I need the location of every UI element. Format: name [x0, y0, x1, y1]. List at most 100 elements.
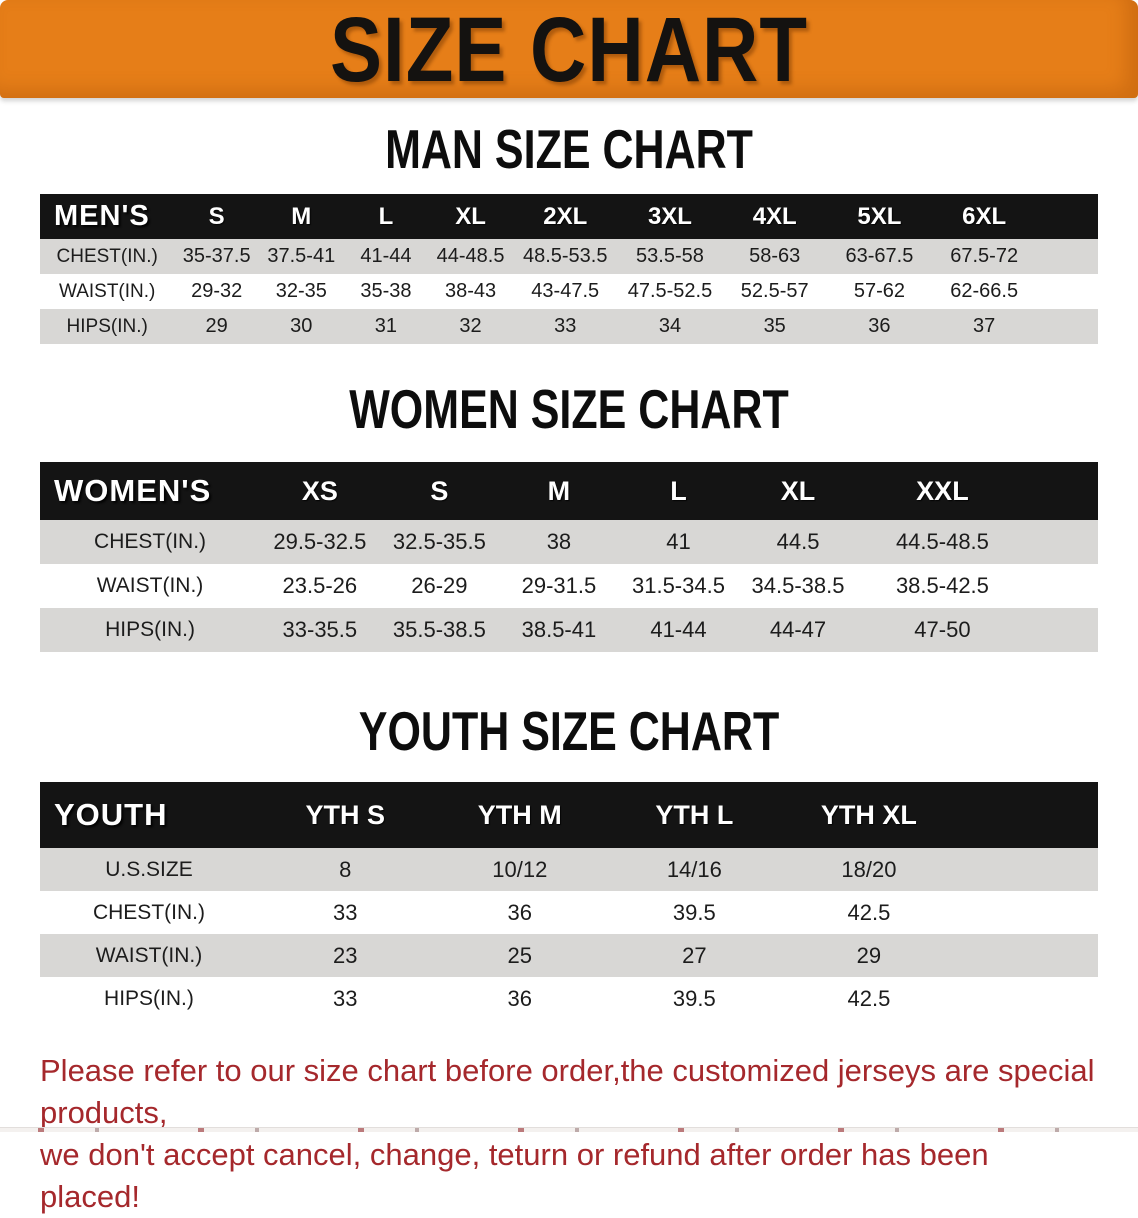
filler-cell: [956, 891, 1098, 934]
youth-header-row: YOUTH YTH S YTH M YTH L YTH XL: [40, 782, 1098, 848]
size-cell: 32: [428, 309, 513, 344]
youth-section-title: YOUTH SIZE CHART: [0, 701, 1138, 762]
men-size-table: MEN'S S M L XL 2XL 3XL 4XL 5XL 6XL CHEST…: [40, 194, 1098, 344]
youth-col-header: YTH L: [655, 799, 734, 830]
size-cell: 31: [343, 309, 429, 344]
size-cell: 26-29: [379, 564, 500, 608]
women-col-header: L: [670, 475, 687, 506]
size-cell: 8: [257, 848, 433, 891]
footer-line-1: Please refer to our size chart before or…: [40, 1053, 1095, 1130]
youth-hips-row: HIPS(IN.) 33 36 39.5 42.5: [40, 977, 1098, 1020]
men-col-header: S: [208, 202, 225, 230]
row-label: CHEST(IN.): [40, 891, 258, 934]
size-cell: 39.5: [607, 891, 782, 934]
youth-waist-row: WAIST(IN.) 23 25 27 29: [40, 934, 1098, 977]
youth-col-header: YTH XL: [820, 799, 917, 830]
size-cell: 42.5: [781, 977, 957, 1020]
youth-section-title-text: YOUTH SIZE CHART: [358, 701, 780, 763]
size-cell: 39.5: [607, 977, 782, 1020]
size-cell: 44-47: [738, 608, 858, 652]
women-header-row: WOMEN'S XS S M L XL XXL: [40, 462, 1098, 520]
filler-cell: [1027, 462, 1098, 520]
filler-cell: [956, 934, 1098, 977]
size-cell: 52.5-57: [722, 274, 828, 309]
filler-cell: [1036, 309, 1098, 344]
size-cell: 29-31.5: [499, 564, 619, 608]
row-label: CHEST(IN.): [40, 239, 175, 274]
men-col-header: M: [291, 202, 312, 230]
row-label: HIPS(IN.): [40, 608, 261, 652]
men-col-header: XL: [455, 202, 486, 230]
size-cell: 35: [722, 309, 828, 344]
men-chest-row: CHEST(IN.) 35-37.5 37.5-41 41-44 44-48.5…: [40, 239, 1098, 274]
row-label: U.S.SIZE: [40, 848, 258, 891]
women-chest-row: CHEST(IN.) 29.5-32.5 32.5-35.5 38 41 44.…: [40, 520, 1098, 564]
size-cell: 10/12: [432, 848, 608, 891]
size-cell: 53.5-58: [617, 239, 723, 274]
filler-cell: [956, 782, 1098, 848]
size-cell: 42.5: [781, 891, 957, 934]
row-label: WAIST(IN.): [40, 564, 261, 608]
size-cell: 33-35.5: [260, 608, 380, 652]
men-col-header: 3XL: [647, 202, 692, 230]
size-cell: 38.5-42.5: [857, 564, 1028, 608]
men-waist-row: WAIST(IN.) 29-32 32-35 35-38 38-43 43-47…: [40, 274, 1098, 309]
size-cell: 58-63: [722, 239, 828, 274]
size-cell: 35-38: [343, 274, 429, 309]
women-size-table: WOMEN'S XS S M L XL XXL CHEST(IN.) 29.5-…: [40, 462, 1098, 652]
size-cell: 41-44: [343, 239, 429, 274]
size-cell: 43-47.5: [512, 274, 618, 309]
size-cell: 38.5-41: [499, 608, 619, 652]
size-cell: 33: [512, 309, 618, 344]
size-cell: 57-62: [827, 274, 932, 309]
size-cell: 36: [432, 977, 608, 1020]
size-cell: 25: [432, 934, 608, 977]
filler-cell: [1037, 194, 1098, 239]
women-col-header: M: [547, 475, 571, 506]
size-cell: 18/20: [781, 848, 957, 891]
size-cell: 14/16: [607, 848, 782, 891]
filler-cell: [956, 977, 1098, 1020]
size-cell: 47.5-52.5: [617, 274, 723, 309]
women-waist-row: WAIST(IN.) 23.5-26 26-29 29-31.5 31.5-34…: [40, 564, 1098, 608]
filler-cell: [1027, 520, 1098, 564]
women-col-header: XXL: [916, 475, 969, 506]
size-cell: 38-43: [428, 274, 513, 309]
size-cell: 36: [432, 891, 608, 934]
filler-cell: [1036, 239, 1098, 274]
size-chart-banner: SIZE CHART: [0, 0, 1138, 100]
size-cell: 29-32: [174, 274, 259, 309]
youth-col-header: YTH S: [305, 799, 385, 830]
size-cell: 32-35: [258, 274, 344, 309]
men-hips-row: HIPS(IN.) 29 30 31 32 33 34 35 36 37: [40, 309, 1098, 344]
size-cell: 29: [781, 934, 957, 977]
youth-ussize-row: U.S.SIZE 8 10/12 14/16 18/20: [40, 848, 1098, 891]
women-col-header: XS: [301, 475, 338, 506]
filler-cell: [1027, 608, 1098, 652]
size-cell: 23.5-26: [260, 564, 380, 608]
size-cell: 35.5-38.5: [379, 608, 500, 652]
man-section-title: MAN SIZE CHART: [0, 119, 1138, 180]
men-header-label: MEN'S: [54, 200, 150, 232]
men-col-header: 4XL: [752, 202, 797, 230]
size-cell: 36: [827, 309, 932, 344]
size-cell: 37.5-41: [258, 239, 344, 274]
men-col-header: L: [378, 202, 394, 230]
youth-header-label: YOUTH: [54, 797, 168, 832]
filler-cell: [956, 848, 1098, 891]
size-cell: 33: [257, 977, 433, 1020]
footer-line-2: we don't accept cancel, change, teturn o…: [40, 1137, 989, 1214]
women-section-title: WOMEN SIZE CHART: [0, 379, 1138, 440]
size-cell: 63-67.5: [827, 239, 932, 274]
size-cell: 34.5-38.5: [738, 564, 858, 608]
filler-cell: [1036, 274, 1098, 309]
size-cell: 27: [607, 934, 782, 977]
women-section-title-text: WOMEN SIZE CHART: [349, 379, 789, 441]
size-cell: 41: [618, 520, 739, 564]
filler-cell: [1027, 564, 1098, 608]
men-col-header: 6XL: [962, 202, 1007, 230]
man-section-title-text: MAN SIZE CHART: [385, 119, 753, 181]
size-cell: 35-37.5: [174, 239, 259, 274]
size-cell: 38: [499, 520, 619, 564]
size-cell: 44.5-48.5: [857, 520, 1028, 564]
